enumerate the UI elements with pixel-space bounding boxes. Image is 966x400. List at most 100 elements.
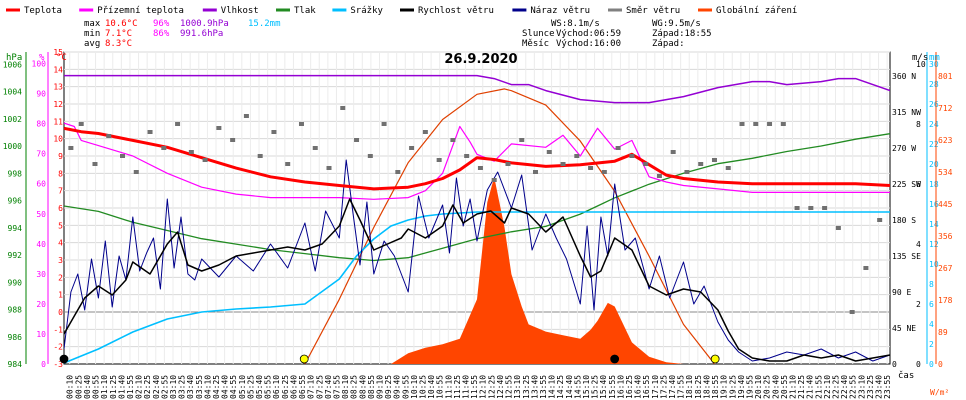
info-slunce-vychod: Východ:06:59 bbox=[556, 29, 621, 39]
dir-tick-label: 135 SE bbox=[892, 252, 921, 261]
x-tick-label: 06:10 bbox=[272, 375, 281, 399]
series-smer-vetru-point bbox=[464, 154, 470, 158]
x-tick-label: 13:55 bbox=[539, 375, 548, 399]
pct-tick-label: 70 bbox=[36, 150, 46, 159]
temp-tick-label: 13 bbox=[53, 83, 63, 92]
x-tick-label: 05:10 bbox=[238, 375, 247, 399]
series-smer-vetru-point bbox=[519, 138, 525, 142]
stats-avg-label: avg bbox=[84, 39, 100, 49]
pct-tick-label: 50 bbox=[36, 210, 46, 219]
x-tick-label: 16:10 bbox=[616, 375, 625, 399]
series-smer-vetru-point bbox=[312, 146, 318, 150]
marker-moonrise bbox=[610, 354, 620, 364]
series-layer bbox=[64, 74, 890, 364]
x-tick-label: 17:55 bbox=[677, 375, 686, 399]
series-tlak bbox=[64, 133, 890, 262]
legend-label: Tlak bbox=[294, 6, 316, 16]
mm-tick-label: 26 bbox=[929, 100, 939, 109]
x-tick-label: 02:10 bbox=[135, 375, 144, 399]
series-smer-vetru-point bbox=[230, 138, 236, 142]
mm-tick-label: 8 bbox=[929, 280, 934, 289]
series-smer-vetru-point bbox=[684, 170, 690, 174]
x-tick-label: 07:10 bbox=[307, 375, 316, 399]
series-smer-vetru-point bbox=[120, 154, 126, 158]
x-tick-label: 08:40 bbox=[358, 375, 367, 399]
wm2-tick-label: 445 bbox=[938, 200, 953, 209]
series-smer-vetru-point bbox=[106, 134, 112, 138]
x-tick-label: 21:55 bbox=[814, 375, 823, 399]
mm-tick-label: 28 bbox=[929, 80, 939, 89]
x-tick-label: 06:55 bbox=[298, 375, 307, 399]
temp-tick-label: -2 bbox=[53, 343, 63, 352]
x-tick-label: 12:25 bbox=[487, 375, 496, 399]
x-tick-label: 02:55 bbox=[160, 375, 169, 399]
info-wg: WG:9.5m/s bbox=[652, 19, 701, 29]
x-tick-label: 07:55 bbox=[332, 375, 341, 399]
legend-label: Globální záření bbox=[716, 6, 797, 16]
series-smer-vetru-point bbox=[533, 170, 539, 174]
stats-max-temp: 10.6°C bbox=[105, 19, 138, 29]
x-tick-label: 16:25 bbox=[625, 375, 634, 399]
temp-tick-label: -1 bbox=[53, 325, 63, 334]
x-tick-label: 19:40 bbox=[737, 375, 746, 399]
dir-tick-label: 315 NW bbox=[892, 108, 921, 117]
x-tick-label: 13:25 bbox=[522, 375, 531, 399]
series-smer-vetru-point bbox=[133, 170, 139, 174]
temp-tick-label: -3 bbox=[53, 360, 63, 369]
legend-label: Teplota bbox=[24, 6, 62, 16]
mm-tick-label: 2 bbox=[929, 340, 934, 349]
dir-tick-label: 270 W bbox=[892, 144, 916, 153]
axes-layer: 00:10 00:25 00:40 00:55 01:10 01:25 01:40 01:55… bbox=[3, 48, 953, 399]
series-smer-vetru-point bbox=[354, 138, 360, 142]
x-tick-label: 23:10 bbox=[857, 375, 866, 399]
mm-tick-label: 16 bbox=[929, 200, 939, 209]
stats-max-hum: 96% bbox=[153, 19, 170, 29]
hpa-tick-label: 1000 bbox=[3, 142, 22, 151]
info-ws: WS:8.1m/s bbox=[551, 19, 600, 29]
x-tick-label: 09:10 bbox=[375, 375, 384, 399]
x-tick-label: 04:25 bbox=[212, 375, 221, 399]
x-tick-label: 20:25 bbox=[763, 375, 772, 399]
pct-tick-label: 40 bbox=[36, 240, 46, 249]
x-tick-label: 04:55 bbox=[229, 375, 238, 399]
temp-tick-label: 9 bbox=[58, 152, 63, 161]
series-vlhkost bbox=[64, 74, 890, 104]
series-smer-vetru-point bbox=[422, 130, 428, 134]
hpa-tick-label: 992 bbox=[8, 251, 23, 260]
x-tick-label: 11:10 bbox=[444, 375, 453, 399]
x-tick-label: 18:25 bbox=[694, 375, 703, 399]
hpa-tick-label: 998 bbox=[8, 169, 23, 178]
series-smer-vetru-point bbox=[753, 122, 759, 126]
x-tick-label: 04:40 bbox=[221, 375, 230, 399]
stats-max-press: 1000.9hPa bbox=[180, 19, 229, 29]
x-tick-label: 21:25 bbox=[797, 375, 806, 399]
x-tick-label: 14:40 bbox=[565, 375, 574, 399]
x-axis-label: čas bbox=[898, 370, 914, 381]
info-mesic: Měsíc bbox=[522, 39, 549, 49]
wm2-tick-label: 0 bbox=[938, 360, 943, 369]
x-tick-label: 23:40 bbox=[875, 375, 884, 399]
x-tick-label: 20:40 bbox=[771, 375, 780, 399]
ms-tick-label: 10 bbox=[916, 60, 926, 69]
series-smer-vetru-point bbox=[794, 206, 800, 210]
series-smer-vetru-point bbox=[725, 166, 731, 170]
stats-min-label: min bbox=[84, 29, 100, 39]
x-tick-label: 22:55 bbox=[849, 375, 858, 399]
info-block: WS:8.1m/s WG:9.5m/s Slunce Východ:06:59 … bbox=[522, 19, 712, 49]
dir-tick-label: 360 N bbox=[892, 72, 916, 81]
series-smer-vetru-point bbox=[450, 138, 456, 142]
x-tick-label: 07:25 bbox=[315, 375, 324, 399]
series-smer-vetru-point bbox=[188, 150, 194, 154]
temp-tick-label: 3 bbox=[58, 256, 63, 265]
legend-label: Srážky bbox=[350, 6, 383, 16]
series-smer-vetru-point bbox=[216, 126, 222, 130]
x-tick-label: 01:55 bbox=[126, 375, 135, 399]
series-smer-vetru-point bbox=[175, 122, 181, 126]
mm-tick-label: 24 bbox=[929, 120, 939, 129]
temp-tick-label: 8 bbox=[58, 169, 63, 178]
x-tick-label: 10:55 bbox=[436, 375, 445, 399]
x-tick-label: 00:55 bbox=[92, 375, 101, 399]
temp-tick-label: 10 bbox=[53, 135, 63, 144]
x-tick-label: 01:25 bbox=[109, 375, 118, 399]
